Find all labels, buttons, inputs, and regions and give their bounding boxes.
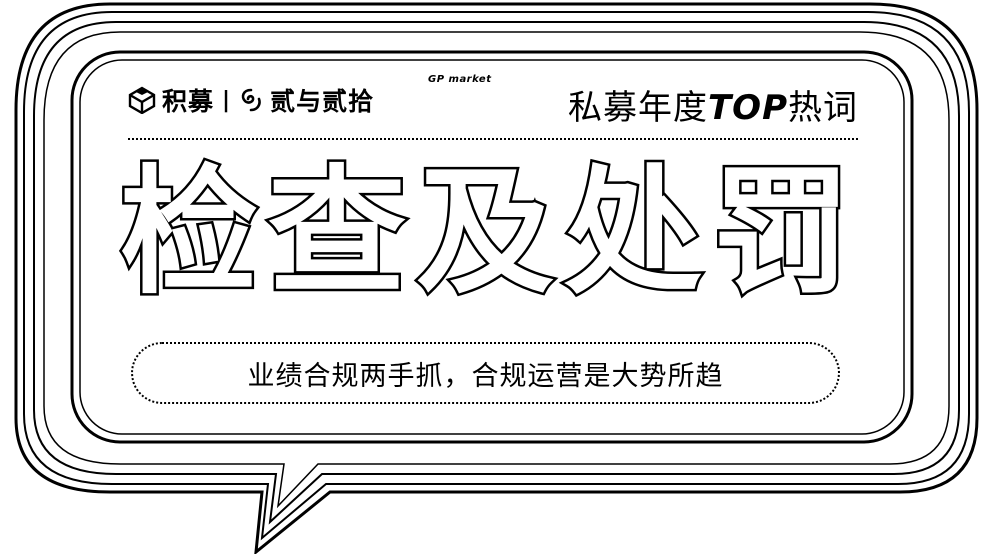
header-title-latin: TOP bbox=[707, 88, 788, 128]
bubble-outline-outer bbox=[14, 2, 979, 554]
partner-tag: GP market bbox=[428, 74, 492, 85]
dotted-divider bbox=[128, 138, 858, 140]
bubble-outline-mid bbox=[23, 11, 970, 541]
header-title-suffix: 热词 bbox=[788, 88, 858, 128]
subtitle-text: 业绩合规两手抓，合规运营是大势所趋 bbox=[247, 360, 724, 392]
subtitle-pill: 业绩合规两手抓，合规运营是大势所趋 bbox=[131, 342, 840, 404]
content-panel bbox=[70, 50, 914, 444]
header-title-prefix: 私募年度 bbox=[567, 88, 708, 128]
bubble-outline-innermost bbox=[43, 31, 950, 509]
content-panel-inner bbox=[79, 59, 905, 435]
keyword-title: 检查及处罚 bbox=[118, 152, 861, 313]
header-title: 私募年度TOP热词 bbox=[568, 80, 858, 129]
header-bar: 积募 | 贰与贰拾 GP market 私募年度TOP热词 bbox=[128, 74, 858, 129]
brand-separator: | bbox=[222, 87, 231, 113]
bubble-outline-inner bbox=[33, 21, 960, 525]
brand-name: 积募 bbox=[162, 87, 215, 116]
cube-logo-icon bbox=[128, 86, 156, 114]
brand-logo: 积募 | 贰与贰拾 bbox=[128, 82, 374, 118]
swirl-logo-icon bbox=[241, 88, 261, 112]
partner-name: 贰与贰拾 bbox=[270, 87, 375, 116]
